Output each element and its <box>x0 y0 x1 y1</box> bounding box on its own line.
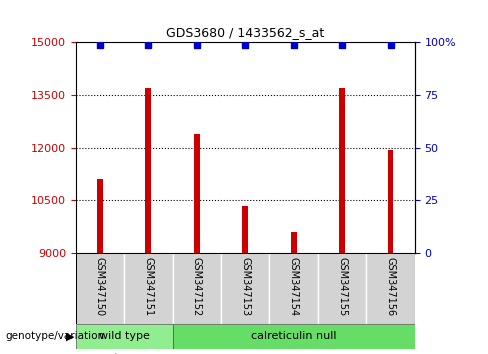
Bar <box>318 253 366 324</box>
Text: count: count <box>89 353 119 354</box>
Text: ▶: ▶ <box>66 331 74 341</box>
Text: wild type: wild type <box>99 331 149 341</box>
Bar <box>243 206 248 253</box>
Bar <box>339 88 345 253</box>
Bar <box>173 324 415 349</box>
Bar <box>221 253 269 324</box>
Text: GSM347150: GSM347150 <box>95 257 105 316</box>
Bar <box>97 179 103 253</box>
Text: GSM347156: GSM347156 <box>386 257 396 316</box>
Text: GSM347152: GSM347152 <box>192 257 202 316</box>
Text: genotype/variation: genotype/variation <box>5 331 104 341</box>
Bar <box>124 253 173 324</box>
Bar <box>387 149 393 253</box>
Text: GSM347154: GSM347154 <box>289 257 299 316</box>
Bar <box>366 253 415 324</box>
Text: GSM347151: GSM347151 <box>143 257 153 316</box>
Bar <box>291 232 297 253</box>
Bar <box>173 253 221 324</box>
Text: GSM347155: GSM347155 <box>337 257 347 316</box>
Bar <box>194 134 200 253</box>
Title: GDS3680 / 1433562_s_at: GDS3680 / 1433562_s_at <box>166 25 325 39</box>
Bar <box>76 324 173 349</box>
Bar <box>145 88 151 253</box>
Bar <box>76 253 124 324</box>
Bar <box>269 253 318 324</box>
Text: calreticulin null: calreticulin null <box>251 331 336 341</box>
Text: GSM347153: GSM347153 <box>240 257 250 316</box>
